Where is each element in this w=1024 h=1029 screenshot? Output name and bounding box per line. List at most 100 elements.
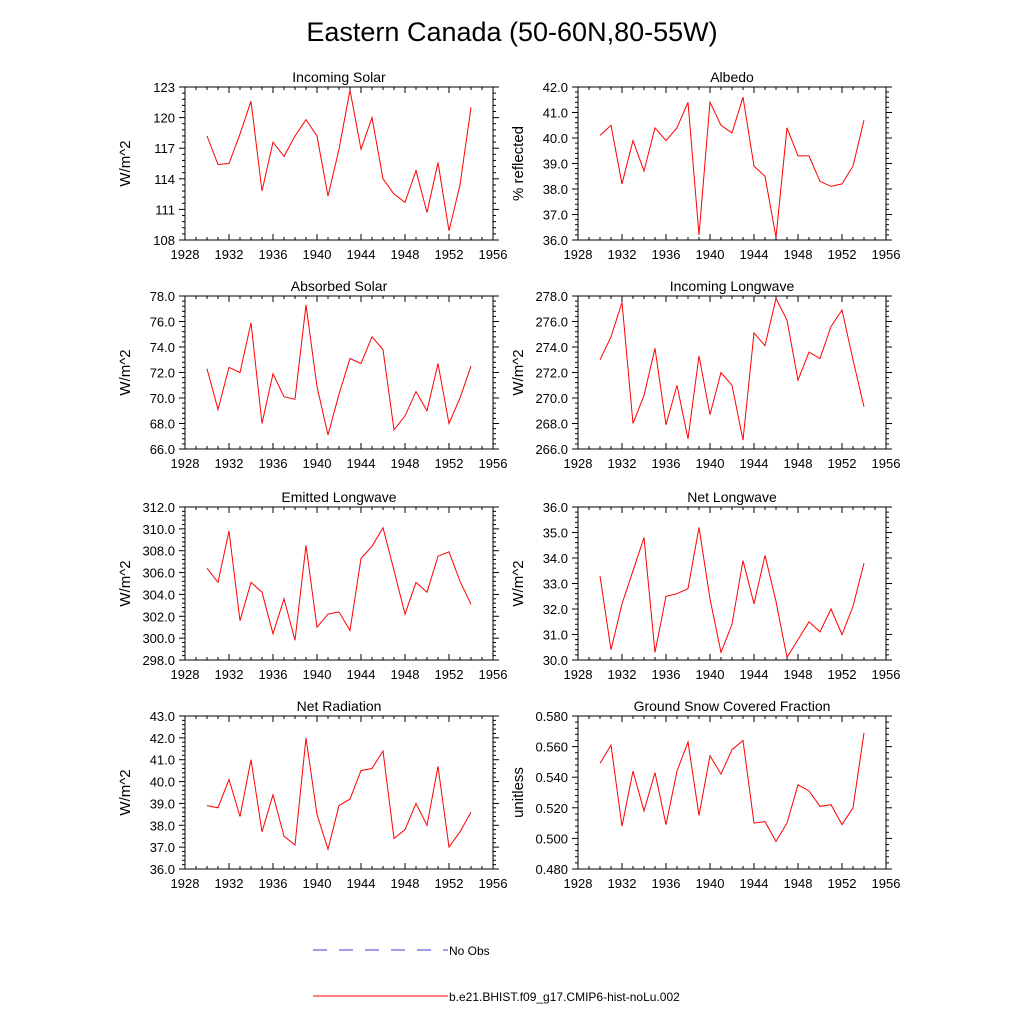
- data-point: [863, 563, 864, 564]
- legend-model-label: b.e21.BHIST.f09_g17.CMIP6-hist-noLu.002: [449, 990, 680, 1004]
- data-point: [360, 770, 361, 771]
- data-point: [349, 630, 350, 631]
- data-point: [775, 601, 776, 602]
- data-point: [797, 380, 798, 381]
- data-point: [643, 537, 644, 538]
- data-point: [327, 614, 328, 615]
- data-point: [852, 359, 853, 360]
- data-point: [687, 438, 688, 439]
- x-tick-label: 1948: [391, 456, 420, 471]
- data-point: [250, 582, 251, 583]
- data-point: [217, 164, 218, 165]
- data-point: [610, 745, 611, 746]
- data-point: [382, 750, 383, 751]
- panel-title: Albedo: [710, 69, 754, 85]
- y-tick-label: 39.0: [150, 796, 175, 811]
- data-point: [819, 181, 820, 182]
- plot-frame: [184, 506, 494, 661]
- y-tick-label: 304.0: [142, 587, 175, 602]
- data-point: [830, 326, 831, 327]
- data-point: [426, 410, 427, 411]
- y-tick-label: 306.0: [142, 566, 175, 581]
- data-point: [830, 608, 831, 609]
- data-point: [786, 320, 787, 321]
- x-tick-label: 1948: [391, 876, 420, 891]
- x-tick-label: 1948: [784, 876, 813, 891]
- data-point: [448, 551, 449, 552]
- data-point: [775, 298, 776, 299]
- panel-6: Net Radiation W/m^2 1928 1932 1936 1940 1944 19…: [117, 698, 507, 891]
- data-point: [272, 142, 273, 143]
- x-tick-label: 1952: [435, 667, 464, 682]
- data-point: [437, 766, 438, 767]
- x-tick-label: 1940: [696, 667, 725, 682]
- data-point: [841, 183, 842, 184]
- x-tick-label: 1932: [608, 247, 637, 262]
- data-point: [709, 102, 710, 103]
- data-point: [632, 423, 633, 424]
- data-point: [753, 823, 754, 824]
- y-tick-label: 42.0: [150, 731, 175, 746]
- data-point: [382, 349, 383, 350]
- y-tick-label: 43.0: [150, 709, 175, 724]
- panel-0: Incoming Solar W/m^2 1928 1932 1936 1940 1944 1…: [117, 69, 507, 262]
- data-point: [742, 440, 743, 441]
- data-point: [393, 838, 394, 839]
- data-point: [261, 831, 262, 832]
- data-point: [731, 749, 732, 750]
- data-point: [797, 639, 798, 640]
- data-point: [665, 140, 666, 141]
- panel-4: Emitted Longwave W/m^2 1928 1932 1936 1940 194…: [117, 489, 507, 682]
- x-tick-label: 1940: [696, 456, 725, 471]
- x-tick-label: 1936: [652, 456, 681, 471]
- panel-title: Net Radiation: [297, 698, 382, 714]
- data-point: [349, 358, 350, 359]
- data-point: [819, 358, 820, 359]
- series-line: [599, 527, 865, 659]
- y-tick-label: 298.0: [142, 653, 175, 668]
- x-tick-label: 1944: [740, 456, 769, 471]
- data-point: [687, 588, 688, 589]
- data-point: [665, 424, 666, 425]
- data-point: [404, 202, 405, 203]
- data-point: [599, 135, 600, 136]
- y-tick-label: 66.0: [150, 442, 175, 457]
- data-point: [621, 826, 622, 827]
- data-point: [294, 399, 295, 400]
- y-axis-label: W/m^2: [510, 349, 527, 395]
- x-tick-label: 1944: [347, 247, 376, 262]
- y-tick-label: 35.0: [543, 526, 568, 541]
- data-point: [459, 581, 460, 582]
- data-point: [371, 546, 372, 547]
- data-point: [437, 363, 438, 364]
- x-tick-label: 1932: [608, 456, 637, 471]
- y-axis-label: unitless: [510, 767, 527, 818]
- panel-title: Net Longwave: [687, 489, 777, 505]
- y-tick-label: 31.0: [543, 628, 568, 643]
- y-tick-label: 312.0: [142, 500, 175, 515]
- data-point: [250, 101, 251, 102]
- data-point: [808, 155, 809, 156]
- plot-frame: [577, 86, 887, 241]
- y-tick-label: 302.0: [142, 609, 175, 624]
- data-point: [720, 652, 721, 653]
- y-tick-label: 78.0: [150, 289, 175, 304]
- data-point: [272, 633, 273, 634]
- plot-frame: [577, 715, 887, 870]
- x-tick-label: 1944: [347, 876, 376, 891]
- x-tick-label: 1956: [479, 456, 508, 471]
- x-tick-label: 1936: [259, 247, 288, 262]
- data-point: [808, 790, 809, 791]
- data-point: [316, 135, 317, 136]
- data-point: [382, 527, 383, 528]
- y-tick-label: 268.0: [535, 417, 568, 432]
- y-axis-label: W/m^2: [117, 560, 134, 606]
- x-tick-label: 1948: [784, 667, 813, 682]
- data-point: [632, 771, 633, 772]
- y-tick-label: 111: [155, 202, 175, 217]
- y-tick-label: 68.0: [150, 417, 175, 432]
- y-tick-label: 38.0: [543, 182, 568, 197]
- data-point: [305, 119, 306, 120]
- y-tick-label: 120: [153, 111, 175, 126]
